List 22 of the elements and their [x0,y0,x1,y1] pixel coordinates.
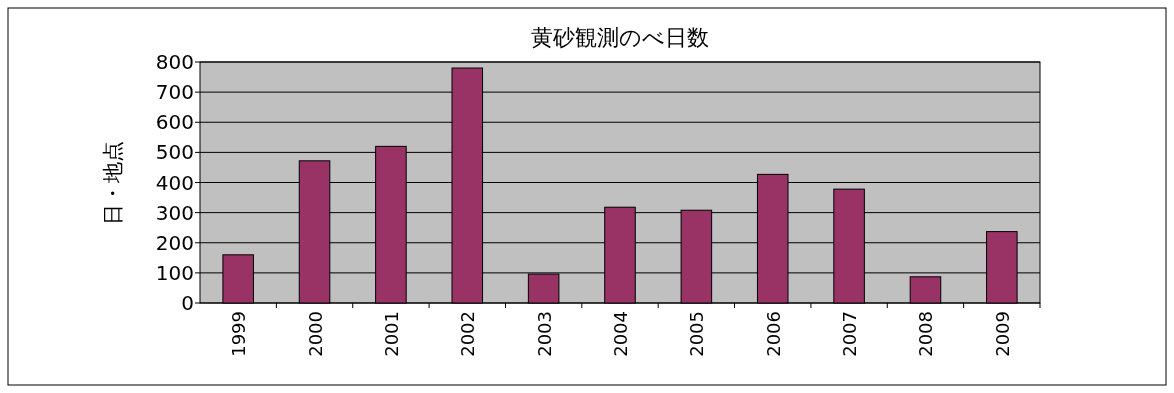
y-tick-label: 600 [155,110,194,135]
x-tick-label: 2005 [686,311,708,357]
x-tick-label: 2002 [457,311,479,357]
x-tick-label: 2003 [533,311,555,357]
y-tick-label: 200 [155,230,194,255]
y-tick-label: 100 [155,260,194,285]
y-tick-label: 500 [155,140,194,165]
y-tick-label: 300 [155,200,194,225]
x-tick-label: 1999 [228,311,250,357]
y-tick-label: 0 [181,291,194,315]
y-tick-label: 800 [155,50,194,74]
x-tick-label: 2007 [839,311,861,357]
y-tick-label: 400 [155,170,194,195]
x-tick-label: 2006 [762,311,784,357]
x-tick-label: 2001 [380,311,402,357]
x-tick-label: 2000 [304,311,326,357]
y-tick-label: 700 [155,80,194,105]
x-tick-label: 2008 [915,311,937,357]
x-tick-label: 2009 [991,311,1013,357]
y-axis-title: 日・地点 [101,140,125,225]
x-tick-label: 2004 [610,311,631,357]
chart-title: 黄砂観測のべ日数 [531,25,709,50]
